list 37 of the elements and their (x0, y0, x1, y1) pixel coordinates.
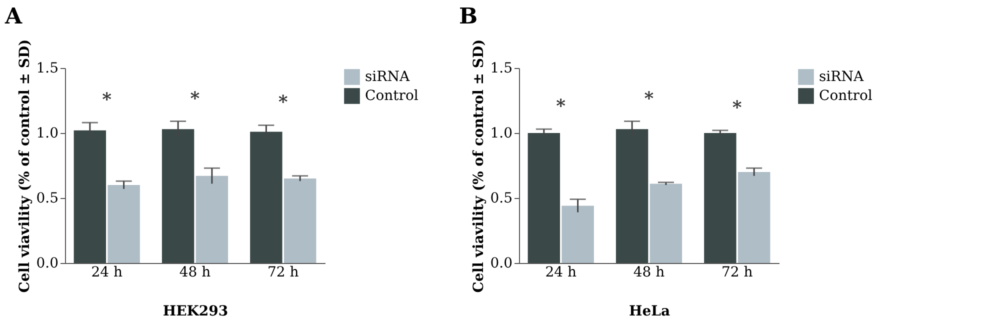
legend-label: siRNA (365, 69, 410, 85)
y-tick-label: 0.5 (490, 190, 512, 206)
y-tick-label: 0.5 (36, 190, 58, 206)
annotation: * (278, 92, 288, 114)
annotation: * (102, 90, 112, 111)
x-tick-label: 48 h (179, 264, 211, 280)
annotation: * (556, 96, 566, 118)
legend-label: Control (365, 88, 419, 104)
y-tick-label: 1.5 (36, 60, 58, 76)
annotation: * (644, 88, 654, 110)
x-axis-title: HEK293 (162, 304, 228, 320)
chart-title: A (4, 4, 23, 30)
x-tick-label: 48 h (633, 264, 665, 280)
bar (738, 172, 770, 263)
y-axis-title: Cell viavility (% of control ± SD) (471, 39, 488, 293)
x-tick-label: 24 h (91, 264, 123, 280)
x-tick-label: 24 h (545, 264, 577, 280)
legend-label: siRNA (819, 69, 864, 85)
y-tick-label: 1.0 (490, 126, 512, 142)
y-tick-label: 1.0 (36, 126, 58, 142)
chart-title: B (459, 4, 478, 30)
bar (704, 133, 736, 263)
x-axis-title: HeLa (628, 304, 670, 320)
annotation: * (190, 88, 200, 110)
bar (284, 178, 316, 263)
y-tick-label: 0.0 (490, 256, 512, 272)
x-tick-label: 72 h (721, 264, 753, 280)
y-tick-label: 1.5 (490, 60, 512, 76)
annotation: * (732, 97, 742, 118)
x-tick-label: 72 h (267, 264, 299, 280)
bar (528, 133, 560, 263)
bar (108, 185, 140, 263)
bar (196, 176, 228, 263)
bar (562, 206, 594, 263)
y-axis-title: Cell viavility (% of control ± SD) (17, 39, 34, 293)
legend-label: Control (819, 88, 873, 104)
y-tick-label: 0.0 (36, 256, 58, 272)
